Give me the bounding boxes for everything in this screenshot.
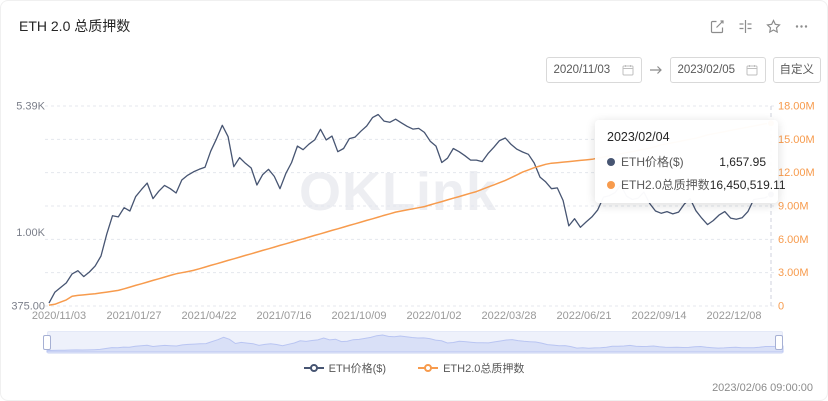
start-date-input[interactable]: 2020/11/03 [545, 57, 642, 83]
brush-left-handle[interactable] [43, 335, 51, 350]
tooltip-row-price: ETH价格($) 1,657.95 [607, 153, 766, 170]
legend-price-label: ETH价格($) [328, 363, 387, 375]
x-axis-label: 2020/11/03 [32, 310, 86, 322]
x-axis-label: 2022/03/28 [481, 310, 536, 322]
date-range-controls: 2020/11/03 2023/02/05 自定义 [545, 57, 821, 83]
x-axis-label: 2021/04/22 [181, 310, 236, 322]
x-axis-label: 2022/06/21 [556, 310, 611, 322]
x-axis-label: 2022/01/02 [406, 310, 461, 322]
tooltip-row-staking: ETH2.0总质押数 16,450,519.11 [607, 176, 786, 193]
arrow-right-icon [649, 66, 662, 74]
tooltip-staking-value: 16,450,519.11 [709, 177, 786, 192]
left-axis-label: 5.39K [16, 101, 45, 113]
chart-tooltip: 2023/02/04 ETH价格($) 1,657.95 ETH2.0总质押数 … [595, 120, 786, 203]
legend-staking-label: ETH2.0总质押数 [443, 363, 525, 375]
left-axis-label: 375.00 [11, 301, 45, 313]
tooltip-price-value: 1,657.95 [719, 154, 766, 169]
left-axis-label: 1.00K [16, 227, 45, 239]
price-series-dot-icon [607, 157, 615, 166]
tooltip-price-label: ETH价格($) [621, 155, 684, 169]
legend-item-staking[interactable]: ETH2.0总质押数 [418, 360, 524, 376]
oklink-watermark: OKLink [299, 162, 498, 222]
x-axis-label: 2021/01/27 [106, 310, 161, 322]
star-icon[interactable] [766, 19, 781, 34]
brush-track[interactable] [47, 331, 783, 354]
staking-series-dot-icon [607, 180, 615, 189]
custom-range-button[interactable]: 自定义 [772, 57, 821, 83]
right-axis-label: 15.00M [778, 134, 815, 146]
line-marker-icon [418, 364, 439, 373]
page-title: ETH 2.0 总质押数 [19, 18, 131, 34]
right-axis-label: 3.00M [778, 267, 809, 279]
x-axis-label: 2021/10/09 [331, 310, 386, 322]
x-axis-label: 2021/07/16 [256, 310, 311, 322]
calendar-icon [746, 65, 757, 76]
right-axis-label: 18.00M [778, 101, 815, 113]
calendar-icon [622, 65, 633, 76]
legend-item-price[interactable]: ETH价格($) [303, 360, 387, 376]
brush-right-handle[interactable] [775, 335, 783, 350]
chart-legend: ETH价格($) ETH2.0总质押数 [1, 360, 827, 376]
last-updated-timestamp: 2023/02/06 09:00:00 [712, 382, 813, 394]
end-date-input[interactable]: 2023/02/05 [669, 57, 766, 83]
right-axis-label: 0 [778, 301, 784, 313]
start-date-value: 2020/11/03 [553, 64, 611, 76]
more-icon[interactable] [794, 19, 809, 34]
axis-settings-icon[interactable] [738, 19, 753, 34]
end-date-value: 2023/02/05 [677, 64, 736, 76]
tooltip-date: 2023/02/04 [607, 130, 670, 144]
x-axis-label: 2022/12/08 [706, 310, 761, 322]
tooltip-staking-label: ETH2.0总质押数 [621, 178, 710, 192]
right-axis-label: 9.00M [778, 201, 809, 213]
right-axis-label: 6.00M [778, 234, 809, 246]
edit-icon[interactable] [710, 19, 725, 34]
toolbar [710, 19, 809, 34]
line-marker-icon [303, 364, 324, 373]
x-axis-label: 2022/09/14 [631, 310, 686, 322]
